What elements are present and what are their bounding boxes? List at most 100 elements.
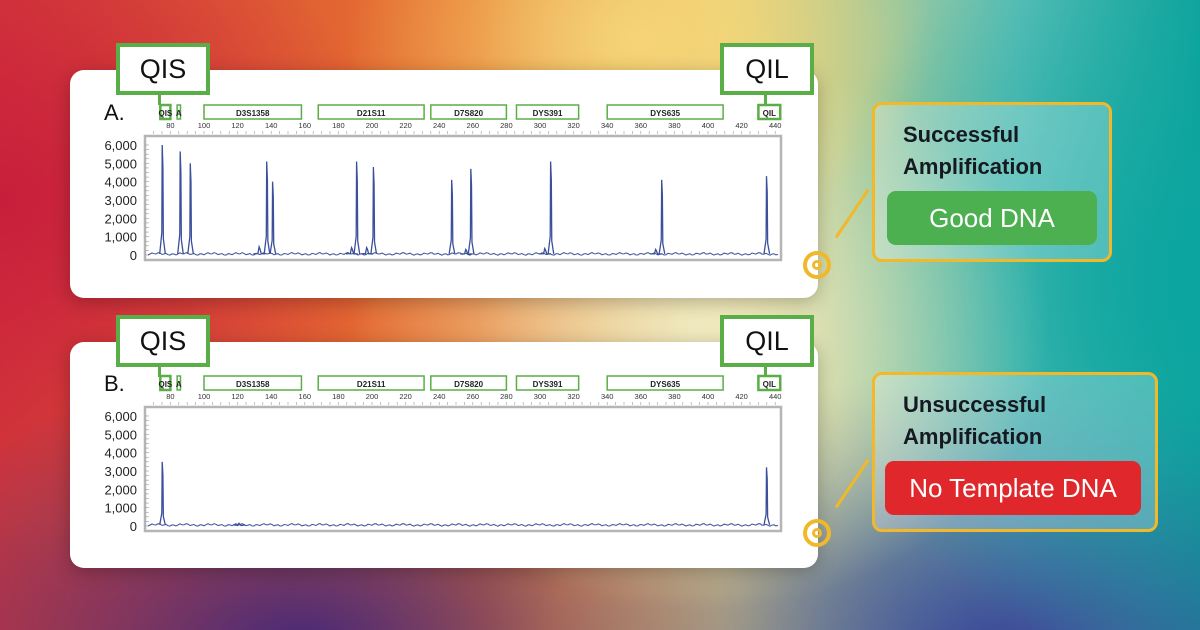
- locus-label: D21S11: [357, 109, 386, 118]
- peak: [448, 179, 456, 255]
- peak: [763, 467, 771, 526]
- locus-box: [515, 375, 580, 391]
- panel-a-qil-label: QIL: [720, 43, 814, 95]
- y-tick-label: 0: [130, 519, 137, 534]
- y-tick-label: 6,000: [104, 409, 137, 424]
- peak: [253, 244, 266, 255]
- x-tick-label: 320: [567, 121, 580, 130]
- x-tick-label: 140: [265, 392, 278, 401]
- x-tick-label: 260: [467, 392, 480, 401]
- y-tick-label: 4,000: [104, 446, 137, 461]
- plot-frame: [143, 405, 783, 533]
- x-tick-label: 380: [668, 121, 681, 130]
- callout-success-title-line1: Successful: [903, 122, 1020, 147]
- y-tick-label: 1,000: [104, 230, 137, 245]
- baseline-trace: [147, 523, 779, 527]
- peak: [233, 522, 246, 527]
- x-tick-label: 380: [668, 392, 681, 401]
- y-tick-label: 4,000: [104, 175, 137, 190]
- x-tick-label: 100: [198, 121, 211, 130]
- plot-frame: [143, 134, 783, 262]
- panel-a-qis-label: QIS: [116, 43, 210, 95]
- x-tick-label: 120: [231, 392, 244, 401]
- x-tick-label: 360: [635, 392, 648, 401]
- panel-b-qis-stem: [158, 367, 161, 377]
- x-tick-label: 240: [433, 392, 446, 401]
- y-tick-label: 2,000: [104, 482, 137, 497]
- locus-box: [159, 103, 172, 121]
- x-tick-label: 180: [332, 392, 345, 401]
- x-tick-label: 320: [567, 392, 580, 401]
- panel-b-qil-label: QIL: [720, 315, 814, 367]
- chart-panel-b: QIS A D3S1358 D21S11 D7S820 DYS391 DYS635 QIL 80…: [104, 374, 783, 534]
- x-tick-label: 440: [769, 392, 782, 401]
- peak: [353, 161, 361, 254]
- locus-box: [757, 103, 782, 121]
- locus-box: [606, 375, 724, 391]
- x-tick-label: 420: [735, 392, 748, 401]
- x-tick-label: 280: [500, 392, 513, 401]
- x-tick-label: 120: [231, 121, 244, 130]
- peak: [263, 161, 271, 254]
- peak: [370, 166, 378, 255]
- locus-box: [430, 375, 508, 391]
- x-tick-label: 400: [702, 392, 715, 401]
- y-tick-label: 3,000: [104, 464, 137, 479]
- x-tick-label: 180: [332, 121, 345, 130]
- locus-box: [176, 375, 182, 391]
- locus-box: [430, 104, 508, 120]
- panel-a-qil-stem: [764, 95, 767, 105]
- x-tick-label: 420: [735, 121, 748, 130]
- y-tick-label: 1,000: [104, 501, 137, 516]
- callout-failure-title-line1: Unsuccessful: [903, 392, 1047, 417]
- peak: [658, 179, 666, 255]
- x-tick-label: 280: [500, 121, 513, 130]
- target-icon: [803, 519, 831, 547]
- x-tick-label: 80: [166, 121, 174, 130]
- locus-label: DYS635: [650, 380, 680, 389]
- x-tick-label: 360: [635, 121, 648, 130]
- x-tick-label: 260: [467, 121, 480, 130]
- peak: [649, 247, 662, 255]
- panel-b-letter: B.: [104, 371, 125, 396]
- locus-label: A: [176, 109, 182, 118]
- panel-a-letter: A.: [104, 100, 125, 125]
- callout-success-title: Successful Amplification: [903, 119, 1042, 183]
- locus-box: [606, 104, 724, 120]
- peak: [539, 246, 552, 255]
- locus-box: [203, 375, 303, 391]
- x-tick-label: 160: [299, 392, 312, 401]
- locus-box: [159, 374, 172, 392]
- callout-failure-title: Unsuccessful Amplification: [903, 389, 1046, 453]
- locus-label: D7S820: [454, 380, 483, 389]
- x-tick-label: 220: [399, 121, 412, 130]
- x-tick-label: 340: [601, 121, 614, 130]
- locus-label: D7S820: [454, 109, 483, 118]
- y-tick-label: 2,000: [104, 211, 137, 226]
- callout-failure: Unsuccessful Amplification No Template D…: [872, 372, 1158, 532]
- x-tick-label: 240: [433, 121, 446, 130]
- good-dna-badge: Good DNA: [887, 191, 1097, 245]
- locus-label: QIS: [158, 380, 172, 389]
- locus-label: D3S1358: [236, 109, 270, 118]
- callout-success: Successful Amplification Good DNA: [872, 102, 1112, 262]
- locus-label: QIL: [763, 380, 776, 389]
- peak: [187, 163, 195, 254]
- x-tick-label: 160: [299, 121, 312, 130]
- x-tick-label: 300: [534, 392, 547, 401]
- locus-box: [317, 375, 425, 391]
- x-tick-label: 100: [198, 392, 211, 401]
- panel-a-qis-stem: [158, 95, 161, 105]
- locus-box: [757, 374, 782, 392]
- y-tick-label: 5,000: [104, 427, 137, 442]
- locus-box: [176, 104, 182, 120]
- y-tick-label: 3,000: [104, 193, 137, 208]
- locus-label: D21S11: [357, 380, 386, 389]
- peak: [467, 168, 475, 255]
- chart-panel-a: QIS A D3S1358 D21S11 D7S820 DYS391 DYS635 QIL 80…: [104, 103, 783, 263]
- locus-label: A: [176, 380, 182, 389]
- x-tick-label: 220: [399, 392, 412, 401]
- x-tick-label: 340: [601, 392, 614, 401]
- callout-success-title-line2: Amplification: [903, 154, 1043, 179]
